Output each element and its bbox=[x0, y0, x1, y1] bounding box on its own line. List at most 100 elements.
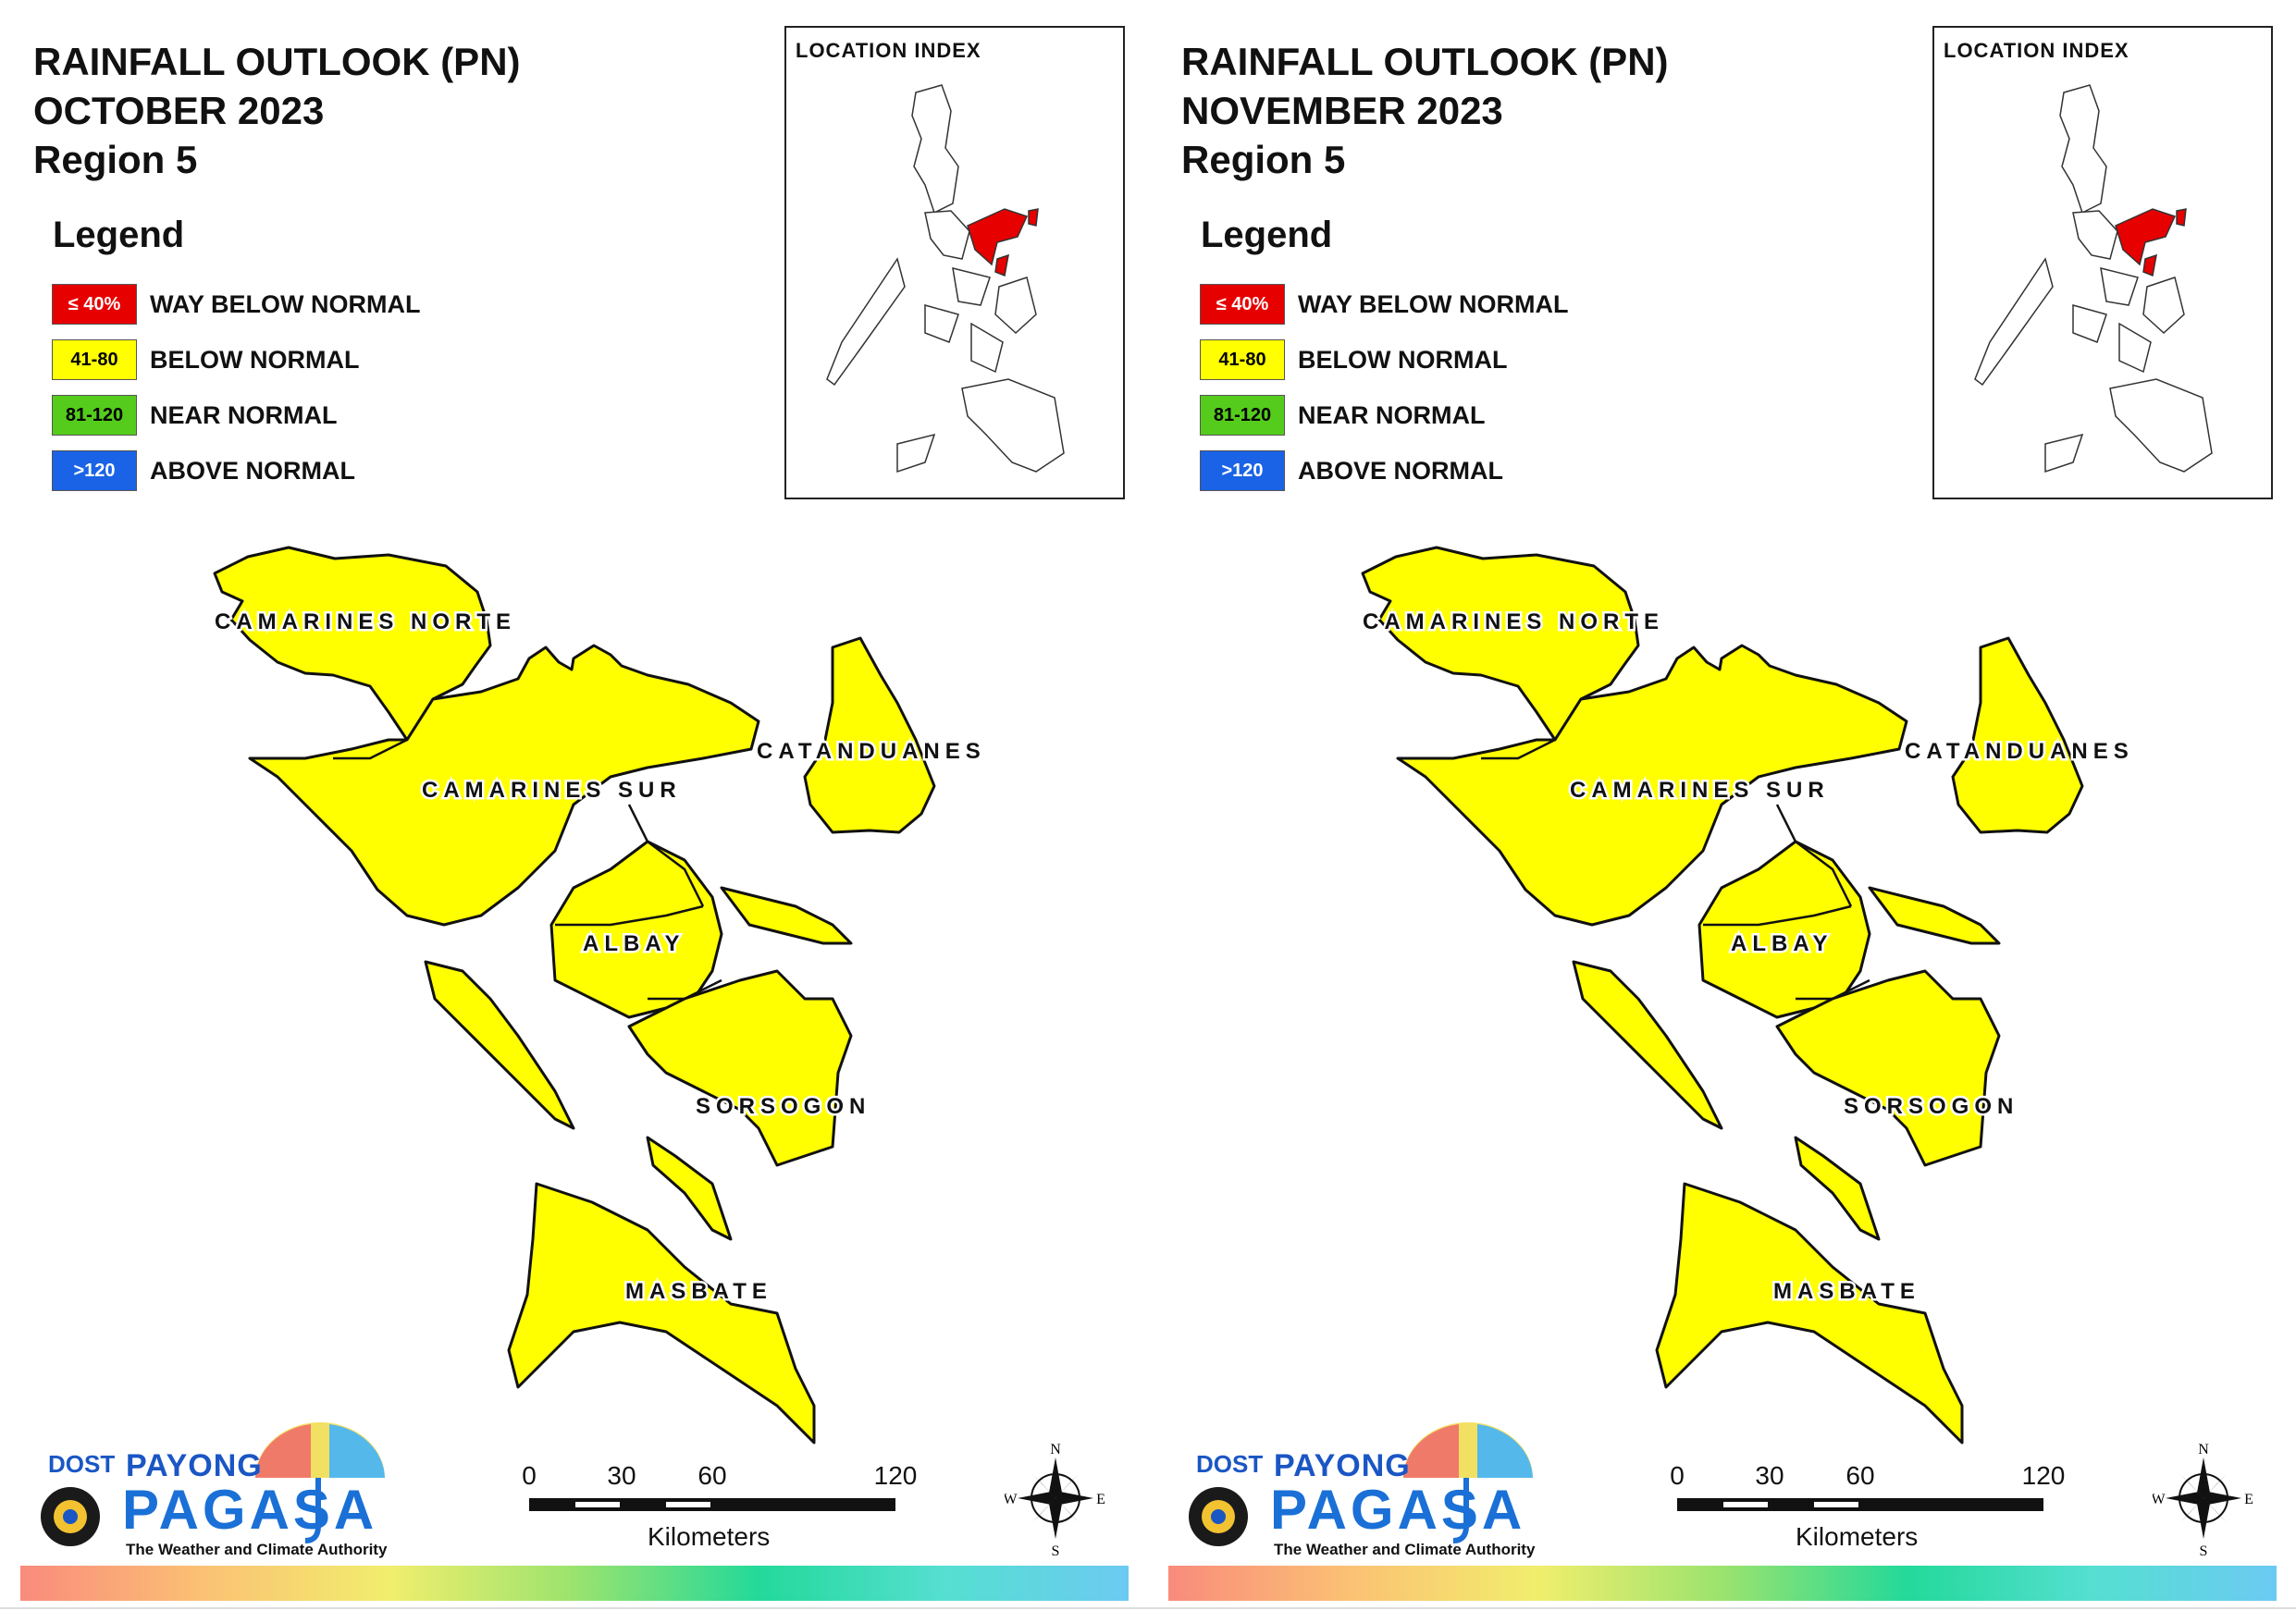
dost-text: DOST bbox=[1196, 1450, 1264, 1478]
legend-item-way-below-normal: ≤ 40% WAY BELOW NORMAL bbox=[52, 283, 421, 326]
legend-swatch: >120 bbox=[52, 450, 137, 491]
location-index-inset: LOCATION INDEX bbox=[784, 26, 1125, 499]
island-rapu-rapu bbox=[720, 886, 853, 945]
legend-item-above-normal: >120 ABOVE NORMAL bbox=[52, 449, 355, 492]
legend-label: WAY BELOW NORMAL bbox=[1298, 289, 1569, 318]
legend-title: Legend bbox=[1201, 215, 1333, 255]
province-label: MASBATE bbox=[625, 1279, 772, 1304]
province-label: CAMARINES NORTE bbox=[1363, 609, 1664, 634]
pagasa-text: PAGASA bbox=[122, 1479, 378, 1541]
legend-swatch: 41-80 bbox=[52, 339, 137, 380]
legend-item-near-normal: 81-120 NEAR NORMAL bbox=[52, 394, 338, 436]
scale-units: Kilometers bbox=[648, 1522, 771, 1551]
province-label: SORSOGON bbox=[696, 1094, 870, 1119]
philippines-outline-map bbox=[826, 84, 1065, 473]
payong-text: PAYONG bbox=[126, 1448, 263, 1483]
pagasa-text: PAGASA bbox=[1270, 1479, 1526, 1541]
island-burias bbox=[1572, 960, 1723, 1130]
legend-title: Legend bbox=[53, 215, 185, 255]
umbrella-logo-graphic bbox=[1189, 1422, 1533, 1546]
legend-swatch: >120 bbox=[1200, 450, 1285, 491]
legend-label: ABOVE NORMAL bbox=[150, 456, 355, 485]
pagasa-logo: DOST PAYONG PAGASA The Weather and Clima… bbox=[33, 1387, 388, 1563]
outlook-panel-november: RAINFALL OUTLOOK (PN) NOVEMBER 2023 Regi… bbox=[1148, 0, 2296, 1623]
compass-n: N bbox=[2198, 1442, 2209, 1457]
compass-w: W bbox=[1005, 1492, 1018, 1507]
province-catanduanes bbox=[803, 636, 936, 834]
province-albay bbox=[549, 840, 723, 1019]
title-line: RAINFALL OUTLOOK (PN) bbox=[1181, 40, 1669, 83]
location-index-title: LOCATION INDEX bbox=[796, 39, 981, 62]
province-label: CAMARINES NORTE bbox=[215, 609, 516, 634]
legend-label: WAY BELOW NORMAL bbox=[150, 289, 421, 318]
legend-item-above-normal: >120 ABOVE NORMAL bbox=[1200, 449, 1503, 492]
province-label: CAMARINES SUR bbox=[422, 778, 682, 803]
province-sorsogon bbox=[1775, 969, 2001, 1167]
province-masbate bbox=[507, 1182, 816, 1445]
title-line: RAINFALL OUTLOOK (PN) bbox=[33, 40, 521, 83]
legend-swatch: 41-80 bbox=[1200, 339, 1285, 380]
dost-text: DOST bbox=[48, 1450, 116, 1478]
bicol-region-map: CAMARINES NORTE CAMARINES SUR CATANDUANE… bbox=[213, 546, 982, 1445]
island-rapu-rapu bbox=[1868, 886, 2001, 945]
island-ticao bbox=[646, 1136, 733, 1241]
pagasa-logo: DOST PAYONG PAGASA The Weather and Clima… bbox=[1181, 1387, 1536, 1563]
bicol-region-map: CAMARINES NORTE CAMARINES SUR CATANDUANE… bbox=[1361, 546, 2134, 1445]
footer-divider bbox=[1148, 1607, 2296, 1609]
umbrella-logo-graphic bbox=[41, 1422, 385, 1546]
compass-n: N bbox=[1050, 1442, 1061, 1457]
legend-swatch: 81-120 bbox=[1200, 395, 1285, 436]
province-catanduanes bbox=[1951, 636, 2084, 834]
legend-swatch: ≤ 40% bbox=[52, 284, 137, 325]
north-arrow-compass: N S E W bbox=[2151, 1439, 2254, 1559]
legend-item-way-below-normal: ≤ 40% WAY BELOW NORMAL bbox=[1200, 283, 1569, 326]
tagline-text: The Weather and Climate Authority bbox=[1274, 1541, 1536, 1558]
scale-bar-graphic bbox=[529, 1498, 895, 1511]
legend-item-below-normal: 41-80 BELOW NORMAL bbox=[1200, 338, 1507, 381]
province-albay bbox=[1697, 840, 1871, 1019]
footer-divider bbox=[0, 1607, 1148, 1609]
legend-label: NEAR NORMAL bbox=[1298, 400, 1486, 429]
tagline-text: The Weather and Climate Authority bbox=[126, 1541, 388, 1558]
north-arrow-compass: N S E W bbox=[1003, 1439, 1106, 1559]
philippines-outline-map bbox=[1974, 84, 2213, 473]
legend-item-below-normal: 41-80 BELOW NORMAL bbox=[52, 338, 359, 381]
scale-tick-label: 0 bbox=[1670, 1461, 1685, 1490]
location-index-title: LOCATION INDEX bbox=[1944, 39, 2129, 62]
scale-units: Kilometers bbox=[1796, 1522, 1919, 1551]
outlook-panel-october: RAINFALL OUTLOOK (PN) OCTOBER 2023 Regio… bbox=[0, 26, 1148, 1609]
island-ticao bbox=[1794, 1136, 1881, 1241]
footer-gradient-bar bbox=[1168, 1566, 2277, 1601]
legend-item-near-normal: 81-120 NEAR NORMAL bbox=[1200, 394, 1486, 436]
location-index-inset: LOCATION INDEX bbox=[1932, 26, 2273, 499]
title-month: OCTOBER 2023 bbox=[33, 89, 325, 132]
legend-label: ABOVE NORMAL bbox=[1298, 456, 1503, 485]
compass-e: E bbox=[1096, 1492, 1105, 1507]
scale-tick-label: 60 bbox=[697, 1461, 727, 1490]
province-masbate bbox=[1655, 1182, 1964, 1445]
province-label: CATANDUANES bbox=[1905, 739, 2134, 764]
scale-bar: 0 30 60 120 Kilometers bbox=[1666, 1461, 2073, 1563]
province-camarines-sur bbox=[248, 644, 760, 927]
province-label: MASBATE bbox=[1773, 1279, 1920, 1304]
compass-e: E bbox=[2244, 1492, 2253, 1507]
compass-rose-icon: N S E W bbox=[2151, 1442, 2253, 1559]
island-burias bbox=[424, 960, 575, 1130]
payong-text: PAYONG bbox=[1274, 1448, 1411, 1483]
province-sorsogon bbox=[627, 969, 853, 1167]
compass-s: S bbox=[1052, 1543, 1060, 1559]
compass-w: W bbox=[2153, 1492, 2166, 1507]
province-label: ALBAY bbox=[583, 931, 685, 956]
legend-label: BELOW NORMAL bbox=[150, 345, 360, 374]
scale-tick-label: 0 bbox=[522, 1461, 537, 1490]
province-label: ALBAY bbox=[1731, 931, 1833, 956]
footer-gradient-bar bbox=[20, 1566, 1129, 1601]
title-region: Region 5 bbox=[1181, 138, 1346, 181]
scale-tick-label: 30 bbox=[1755, 1461, 1784, 1490]
map-title: RAINFALL OUTLOOK (PN) OCTOBER 2023 Regio… bbox=[33, 37, 521, 184]
map-title: RAINFALL OUTLOOK (PN) NOVEMBER 2023 Regi… bbox=[1181, 37, 1669, 184]
scale-tick-label: 30 bbox=[607, 1461, 636, 1490]
province-camarines-sur bbox=[1396, 644, 1908, 927]
scale-tick-label: 120 bbox=[873, 1461, 918, 1490]
province-label: CAMARINES SUR bbox=[1570, 778, 1830, 803]
